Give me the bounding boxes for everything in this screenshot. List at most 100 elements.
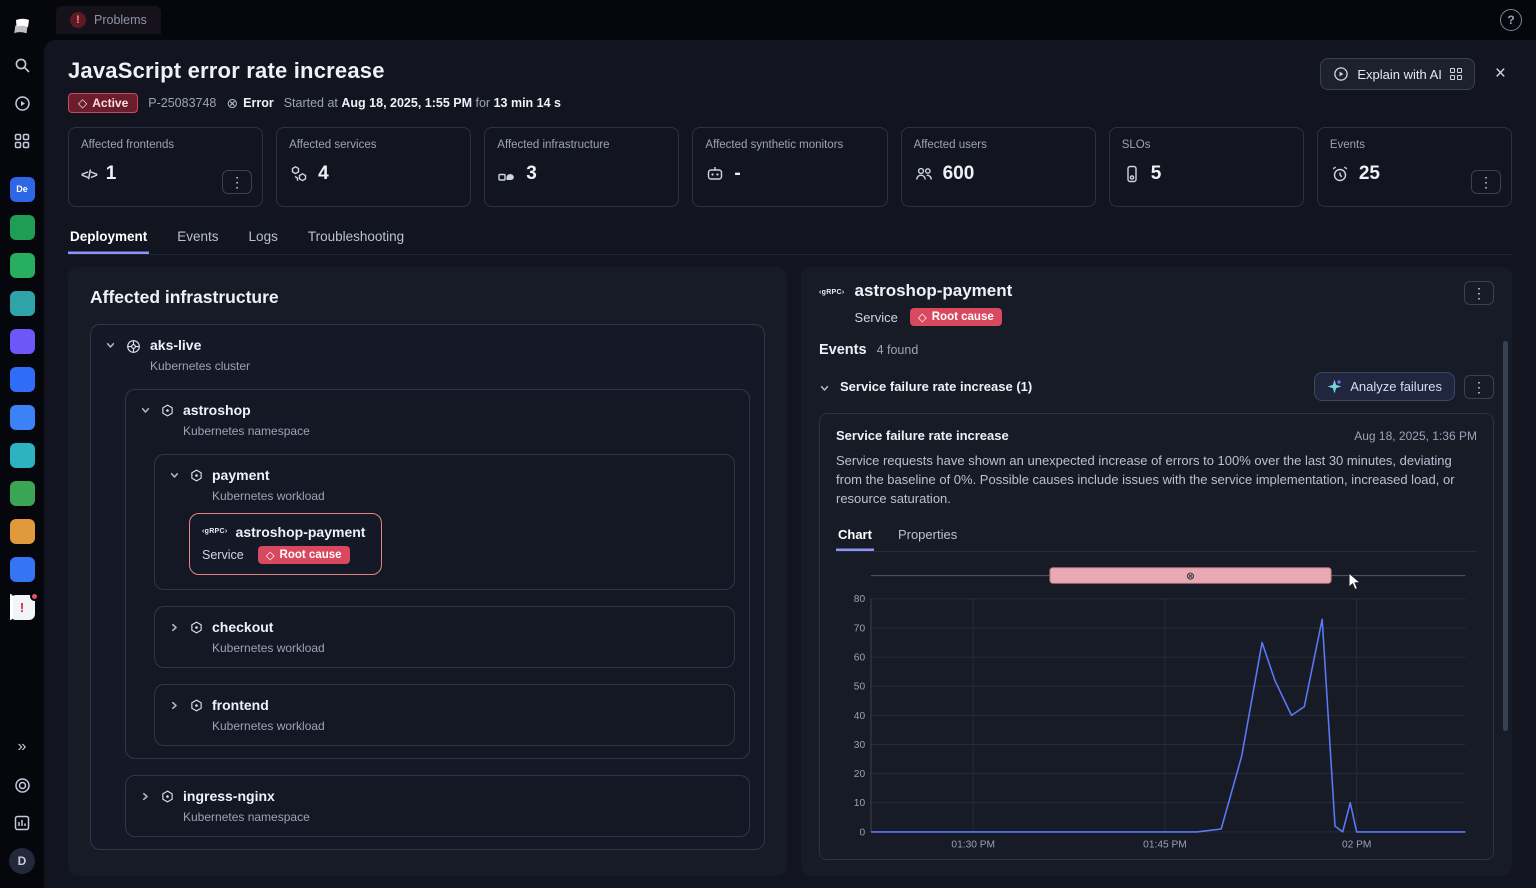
tree-row-ingress-nginx[interactable]: ingress-nginx Kubernetes namespace [140, 788, 735, 824]
app-tile-9[interactable] [9, 480, 35, 506]
chevron-down-icon[interactable] [169, 470, 181, 481]
app-tile-6[interactable] [9, 366, 35, 392]
diamond-icon: ◇ [917, 312, 927, 324]
main-tabs: Deployment Events Logs Troubleshooting [68, 223, 1512, 255]
analyze-failures-button[interactable]: Analyze failures [1314, 372, 1455, 401]
failure-rate-chart[interactable]: 0 10 20 30 40 50 60 70 80 01:30 PM 01:45 PM 02 PM ⊗ [836, 560, 1477, 853]
service-type-label: Service [202, 548, 244, 562]
event-group-label: Service failure rate increase (1) [840, 379, 1033, 394]
active-app-indicator [9, 594, 13, 620]
infrastructure-icon [497, 164, 517, 184]
started-text: Started at Aug 18, 2025, 1:55 PM for 13 … [283, 96, 561, 110]
chevron-right-icon[interactable] [169, 700, 181, 711]
stat-affected-services[interactable]: Affected services 4 [276, 127, 472, 207]
app-tile-3[interactable] [9, 252, 35, 278]
tab-deployment[interactable]: Deployment [68, 223, 149, 254]
code-icon: </> [81, 166, 98, 182]
stat-affected-users[interactable]: Affected users 600 [900, 127, 1096, 207]
close-icon[interactable]: × [1494, 63, 1506, 84]
tab-logs[interactable]: Logs [248, 229, 278, 244]
tree-row-astroshop[interactable]: astroshop Kubernetes namespace [140, 402, 735, 438]
events-heading: Events [819, 342, 867, 358]
kebab-menu-icon[interactable]: ⋮ [1470, 170, 1501, 194]
tree-row-frontend[interactable]: frontend Kubernetes workload [169, 697, 720, 733]
app-tile-10[interactable] [9, 518, 35, 544]
tree-node-astroshop: astroshop Kubernetes namespace payment K… [125, 389, 750, 759]
chevron-down-icon[interactable] [105, 340, 117, 351]
notification-dot [29, 591, 39, 601]
tab-chart[interactable]: Chart [836, 523, 874, 551]
tree-node-frontend: frontend Kubernetes workload [154, 684, 735, 746]
event-description: Service requests have shown an unexpecte… [836, 453, 1455, 506]
svg-text:70: 70 [854, 623, 866, 634]
tree-node-checkout: checkout Kubernetes workload [154, 606, 735, 668]
insights-icon[interactable] [8, 809, 36, 837]
infrastructure-title: Affected infrastructure [90, 287, 279, 307]
play-circle-icon[interactable] [8, 89, 36, 117]
chevron-right-icon[interactable] [169, 622, 181, 633]
app-tile-problems[interactable]: ! [9, 591, 39, 620]
kebab-menu-icon[interactable]: ⋮ [1464, 281, 1494, 305]
user-avatar[interactable]: D [9, 848, 35, 874]
status-badge-active: ◇ Active [68, 93, 139, 113]
tab-events[interactable]: Events [177, 229, 219, 244]
svg-text:20: 20 [854, 769, 866, 780]
stat-slos[interactable]: SLOs 5 [1108, 127, 1304, 207]
kebab-menu-icon[interactable]: ⋮ [1464, 374, 1494, 399]
tree-row-checkout[interactable]: checkout Kubernetes workload [169, 619, 720, 655]
help-icon[interactable]: ? [1500, 9, 1522, 31]
slo-icon [1122, 164, 1142, 184]
svg-text:40: 40 [854, 710, 866, 721]
app-tile-8[interactable] [9, 442, 35, 468]
expand-rail-icon[interactable]: » [17, 738, 27, 755]
circle-x-icon: ⊗ [226, 94, 239, 111]
tree-row-aks-live[interactable]: aks-live Kubernetes cluster [105, 337, 750, 373]
severity: ⊗ Error [226, 94, 274, 111]
problems-icon: ! [70, 12, 86, 28]
app-tile-7[interactable] [9, 404, 35, 430]
tree-node-astroshop-payment[interactable]: ‹gRPC› astroshop-payment Service ◇ Root … [189, 513, 383, 575]
tree-node-ingress-nginx: ingress-nginx Kubernetes namespace [125, 775, 750, 837]
app-tile-4[interactable] [9, 290, 35, 316]
stat-affected-synthetic-monitors[interactable]: Affected synthetic monitors - [692, 127, 888, 207]
diamond-icon: ◇ [78, 96, 88, 110]
synthetic-monitor-icon [705, 164, 725, 184]
diamond-icon: ◇ [265, 550, 275, 562]
app-tile-11[interactable] [9, 556, 35, 582]
chevron-down-icon[interactable] [819, 383, 831, 394]
svg-text:10: 10 [854, 798, 866, 809]
app-tile-5[interactable] [9, 328, 35, 354]
search-icon[interactable] [8, 51, 36, 79]
tab-troubleshooting[interactable]: Troubleshooting [307, 229, 405, 244]
events-count: 4 found [876, 343, 919, 357]
app-tile-2[interactable] [9, 214, 35, 240]
davis-sparkle-icon [1327, 379, 1342, 394]
event-title: Service failure rate increase [836, 428, 1009, 443]
stat-events[interactable]: Events 25 ⋮ [1316, 127, 1512, 207]
chevron-right-icon[interactable] [140, 791, 152, 802]
topbar: ! Problems ? [44, 0, 1536, 40]
app-tile-1[interactable]: De [9, 176, 35, 202]
tree-row-payment[interactable]: payment Kubernetes workload [169, 467, 720, 503]
support-icon[interactable] [8, 771, 36, 799]
dynatrace-logo [8, 13, 36, 41]
kubernetes-workload-icon [190, 699, 203, 712]
explain-with-ai-button[interactable]: Explain with AI [1320, 58, 1475, 90]
svg-text:80: 80 [854, 594, 866, 605]
kubernetes-workload-icon [190, 621, 203, 634]
tab-problems-app[interactable]: ! Problems [56, 6, 161, 34]
detail-type-label: Service [854, 309, 898, 325]
chevron-down-icon[interactable] [140, 405, 152, 416]
service-detail-panel: ‹gRPC› astroshop-payment Service ◇ Root … [801, 267, 1512, 876]
apps-grid-icon[interactable] [8, 127, 36, 155]
stat-cards: Affected frontends </> 1 ⋮ Affected serv… [68, 127, 1512, 207]
kubernetes-namespace-icon [161, 790, 174, 803]
problem-id: P-25083748 [148, 96, 217, 110]
scrollbar[interactable] [1503, 341, 1508, 731]
stat-affected-frontends[interactable]: Affected frontends </> 1 ⋮ [68, 127, 264, 207]
stat-affected-infrastructure[interactable]: Affected infrastructure 3 [484, 127, 680, 207]
page-title: JavaScript error rate increase [68, 58, 385, 83]
kubernetes-workload-icon [190, 469, 203, 482]
tab-properties[interactable]: Properties [897, 526, 958, 542]
kebab-menu-icon[interactable]: ⋮ [222, 170, 253, 194]
